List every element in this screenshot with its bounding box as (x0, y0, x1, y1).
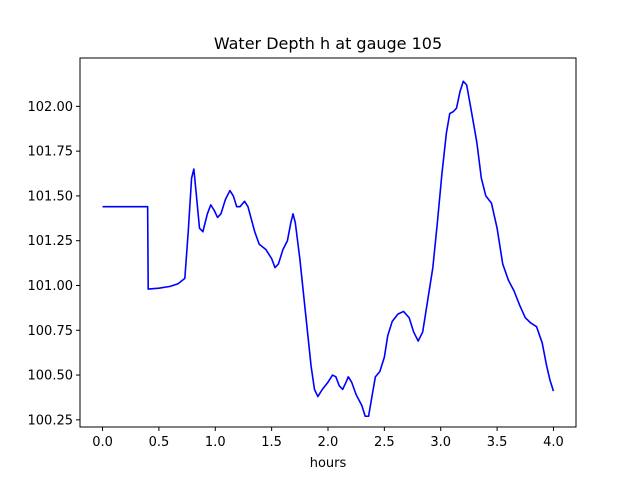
x-tick-label: 1.5 (261, 435, 282, 450)
x-tick-label: 3.5 (487, 435, 508, 450)
x-tick-label: 2.0 (318, 435, 339, 450)
x-tick-label: 0.5 (149, 435, 170, 450)
y-tick-label: 100.25 (28, 413, 74, 428)
x-tick-label: 4.0 (543, 435, 564, 450)
x-tick-label: 1.0 (205, 435, 226, 450)
chart-title: Water Depth h at gauge 105 (214, 34, 442, 53)
x-tick-label: 3.0 (430, 435, 451, 450)
axis-ticks: 0.0 0.5 1.0 1.5 2.0 2.5 3.0 3.5 4.0 100.25 100.50 1… (28, 100, 564, 450)
x-tick-label: 0.0 (92, 435, 113, 450)
y-tick-label: 101.00 (28, 279, 74, 294)
y-tick-label: 101.75 (28, 145, 74, 160)
y-tick-label: 101.50 (28, 189, 74, 204)
axes-frame (79, 57, 577, 428)
series-line-0 (102, 80, 555, 418)
x-axis-label: hours (310, 456, 347, 471)
y-tick-label: 100.75 (28, 324, 74, 339)
y-tick-label: 102.00 (28, 100, 74, 115)
x-tick-label: 2.5 (374, 435, 395, 450)
plot-area (102, 80, 555, 418)
y-tick-label: 101.25 (28, 234, 74, 249)
y-tick-label: 100.50 (28, 369, 74, 384)
